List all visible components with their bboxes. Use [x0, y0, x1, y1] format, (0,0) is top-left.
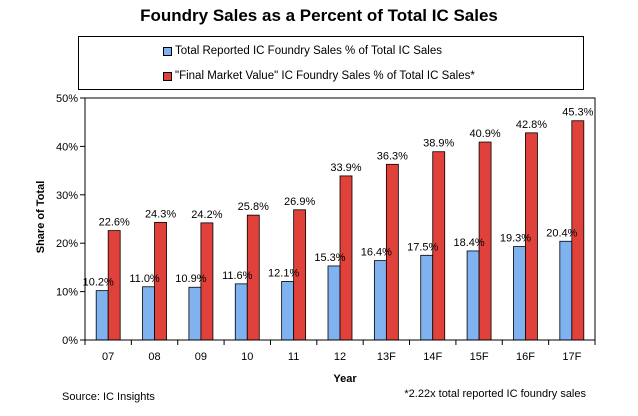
x-tick-label: 11 — [288, 351, 299, 363]
data-label-reported: 19.3% — [500, 233, 531, 245]
bar-reported — [466, 250, 480, 341]
legend-item-final-market-value: "Final Market Value" IC Foundry Sales % … — [163, 68, 475, 84]
y-tick-label: 0% — [62, 335, 78, 347]
bar-reported — [142, 286, 155, 341]
data-label-reported: 18.4% — [453, 237, 484, 249]
x-tick-label: 12 — [334, 351, 346, 363]
x-tick-label: 09 — [195, 351, 207, 363]
legend-swatch-reported — [163, 46, 172, 56]
data-label-final-market-value: 42.8% — [516, 119, 547, 131]
legend: Total Reported IC Foundry Sales % of Tot… — [78, 36, 584, 90]
data-label-final-market-value: 38.9% — [423, 138, 454, 150]
legend-label-reported: Total Reported IC Foundry Sales % of Tot… — [175, 45, 442, 57]
bar-reported — [281, 281, 295, 341]
data-label-final-market-value: 26.9% — [284, 196, 315, 208]
data-label-reported: 16.4% — [361, 247, 392, 259]
data-label-reported: 11.6% — [222, 270, 253, 282]
x-tick-label: 08 — [148, 351, 160, 363]
chart-title: Foundry Sales as a Percent of Total IC S… — [140, 6, 498, 25]
bar-reported — [188, 286, 202, 341]
y-axis-title: Share of Total — [35, 181, 47, 254]
y-tick-label: 50% — [56, 93, 78, 105]
x-tick-label: 13F — [377, 351, 396, 363]
x-tick-label: 07 — [102, 351, 114, 363]
data-label-final-market-value: 25.8% — [238, 201, 269, 213]
y-tick-label: 40% — [56, 141, 78, 153]
bar-reported — [234, 283, 248, 341]
legend-item-reported: Total Reported IC Foundry Sales % of Tot… — [163, 43, 442, 59]
y-tick-label: 30% — [56, 190, 78, 202]
bar-reported — [373, 260, 387, 341]
x-tick-label: 14F — [423, 351, 442, 363]
y-tick-label: 10% — [56, 287, 78, 299]
data-label-reported: 10.2% — [83, 277, 114, 289]
y-tick-label: 20% — [56, 238, 78, 250]
data-label-reported: 17.5% — [407, 241, 438, 253]
data-label-final-market-value: 36.3% — [377, 150, 408, 162]
data-label-reported: 11.0% — [129, 273, 160, 285]
data-label-final-market-value: 45.3% — [562, 107, 593, 119]
x-axis-title: Year — [333, 373, 357, 385]
legend-label-final-market-value: "Final Market Value" IC Foundry Sales % … — [175, 70, 475, 82]
data-label-final-market-value: 33.9% — [330, 162, 361, 174]
x-tick-label: 10 — [241, 351, 253, 363]
data-label-reported: 10.9% — [175, 273, 206, 285]
data-label-final-market-value: 24.3% — [145, 208, 176, 220]
bar-reported — [559, 240, 573, 341]
footnote: *2.22x total reported IC foundry sales — [404, 388, 586, 400]
x-tick-label: 17F — [562, 351, 581, 363]
data-label-reported: 15.3% — [314, 252, 345, 264]
bar-reported — [327, 265, 341, 341]
source-note: Source: IC Insights — [62, 391, 155, 403]
x-tick-label: 15F — [470, 351, 489, 363]
data-label-final-market-value: 22.6% — [99, 217, 130, 229]
data-label-reported: 20.4% — [546, 227, 577, 239]
bar-reported — [95, 290, 109, 341]
bar-reported — [513, 246, 526, 341]
legend-swatch-final-market-value — [163, 71, 172, 81]
data-label-reported: 12.1% — [268, 267, 299, 279]
data-label-final-market-value: 40.9% — [469, 128, 500, 140]
data-label-final-market-value: 24.2% — [191, 209, 222, 221]
bar-reported — [420, 254, 434, 341]
x-tick-label: 16F — [516, 351, 535, 363]
plot-frame — [84, 97, 596, 341]
